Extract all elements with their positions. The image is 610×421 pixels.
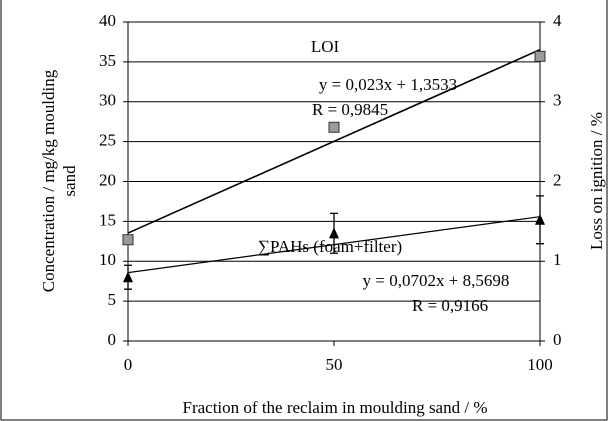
- marker: [329, 227, 339, 239]
- marker: [535, 213, 545, 225]
- x-axis-title: Fraction of the reclaim in moulding sand…: [183, 398, 488, 417]
- y2-tick-label: 2: [553, 170, 562, 189]
- y-tick-label: 0: [108, 330, 117, 349]
- trendline: [127, 48, 541, 234]
- trendline-equation: y = 0,023x + 1,3533: [319, 75, 457, 94]
- y-tick-label: 25: [99, 131, 116, 150]
- y-tick-label: 35: [99, 51, 116, 70]
- series-label: LOI: [311, 37, 340, 56]
- trendline-r: R = 0,9166: [412, 296, 488, 315]
- y2-tick-label: 1: [553, 250, 562, 269]
- y-tick-label: 30: [99, 91, 116, 110]
- y2-tick-label: 4: [553, 11, 562, 30]
- marker: [534, 50, 546, 62]
- y2-tick-label: 3: [553, 91, 562, 110]
- x-tick-label: 100: [527, 355, 553, 374]
- trendline-r: R = 0,9845: [312, 100, 388, 119]
- y-axis-title: Concentration / mg/kg moulding: [39, 69, 58, 292]
- y2-tick-label: 0: [553, 330, 562, 349]
- x-tick-label: 50: [326, 355, 343, 374]
- marker: [123, 271, 133, 283]
- x-tick-label: 0: [124, 355, 133, 374]
- marker: [122, 234, 134, 246]
- y-tick-label: 40: [99, 11, 116, 30]
- series-label: ∑PAHs (foam+filter): [258, 237, 402, 256]
- marker: [328, 121, 340, 133]
- y-tick-label: 5: [108, 290, 117, 309]
- y-tick-label: 15: [99, 210, 116, 229]
- y2-axis-title: Loss on ignition / %: [587, 112, 606, 250]
- y-axis-title: sand: [60, 165, 79, 197]
- y-tick-label: 20: [99, 170, 116, 189]
- y-tick-label: 10: [99, 250, 116, 269]
- trendline-equation: y = 0,0702x + 8,5698: [363, 271, 510, 290]
